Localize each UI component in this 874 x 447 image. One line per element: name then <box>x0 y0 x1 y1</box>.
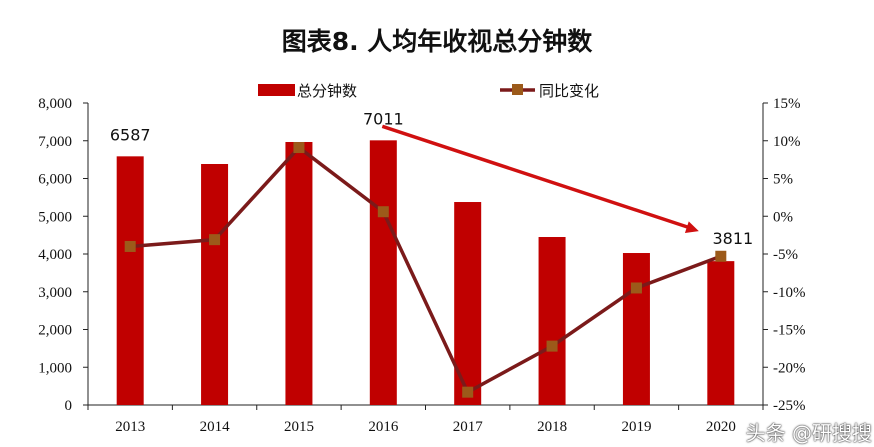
trend-arrow-line <box>381 124 692 230</box>
trend-arrow-head <box>684 221 699 233</box>
left-tick-label: 6,000 <box>38 172 72 188</box>
left-tick-label: 7,000 <box>38 134 72 150</box>
line-marker-2020 <box>715 250 727 262</box>
x-tick-label: 2018 <box>537 419 567 435</box>
left-tick-label: 3,000 <box>38 285 72 301</box>
bar-2016 <box>369 140 397 405</box>
x-tick-label: 2020 <box>706 419 736 435</box>
bar-2013 <box>116 156 144 405</box>
x-tick-label: 2016 <box>368 419 399 435</box>
chart-title: 图表8. 人均年收视总分钟数 <box>281 27 593 56</box>
right-tick-label: -5% <box>773 247 798 263</box>
line-marker-2016 <box>377 206 389 218</box>
left-tick-label: 2,000 <box>38 323 72 339</box>
data-label-2020: 3811 <box>712 229 753 248</box>
watermark: 头条 @研搜搜 <box>745 421 872 445</box>
right-tick-label: -25% <box>773 398 806 414</box>
right-tick-label: 5% <box>773 172 793 188</box>
right-tick-label: 15% <box>773 96 801 112</box>
legend-bar-label: 总分钟数 <box>297 82 357 100</box>
legend-bar-swatch <box>258 84 295 96</box>
x-tick-label: 2017 <box>453 419 484 435</box>
x-tick-label: 2015 <box>284 419 314 435</box>
bar-2018 <box>538 237 566 405</box>
left-tick-label: 4,000 <box>38 247 72 263</box>
line-marker-2018 <box>546 340 558 352</box>
yoy-line <box>130 145 722 395</box>
line-marker-2013 <box>124 240 136 252</box>
bar-2019 <box>622 253 650 405</box>
legend-line-label: 同比变化 <box>539 82 599 100</box>
line-marker-2014 <box>209 234 221 246</box>
left-tick-label: 8,000 <box>38 96 72 112</box>
x-tick-label: 2019 <box>621 419 651 435</box>
left-tick-label: 5,000 <box>38 209 72 225</box>
right-tick-label: 10% <box>773 134 801 150</box>
bar-2020 <box>707 261 735 405</box>
right-tick-label: -15% <box>773 323 806 339</box>
line-marker-2019 <box>630 282 642 294</box>
data-label-2013: 6587 <box>110 125 151 144</box>
bar-2015 <box>285 141 313 406</box>
line-marker-2017 <box>462 386 474 398</box>
left-tick-label: 0 <box>65 398 73 414</box>
right-tick-label: -10% <box>773 285 806 301</box>
x-tick-label: 2014 <box>200 419 231 435</box>
left-tick-label: 1,000 <box>38 360 72 376</box>
legend-line-marker <box>512 84 523 95</box>
data-label-2016: 7011 <box>363 109 404 128</box>
right-tick-label: 0% <box>773 209 793 225</box>
right-tick-label: -20% <box>773 360 806 376</box>
line-marker-2015 <box>293 142 305 154</box>
x-tick-label: 2013 <box>115 419 145 435</box>
bar-2014 <box>201 164 229 405</box>
